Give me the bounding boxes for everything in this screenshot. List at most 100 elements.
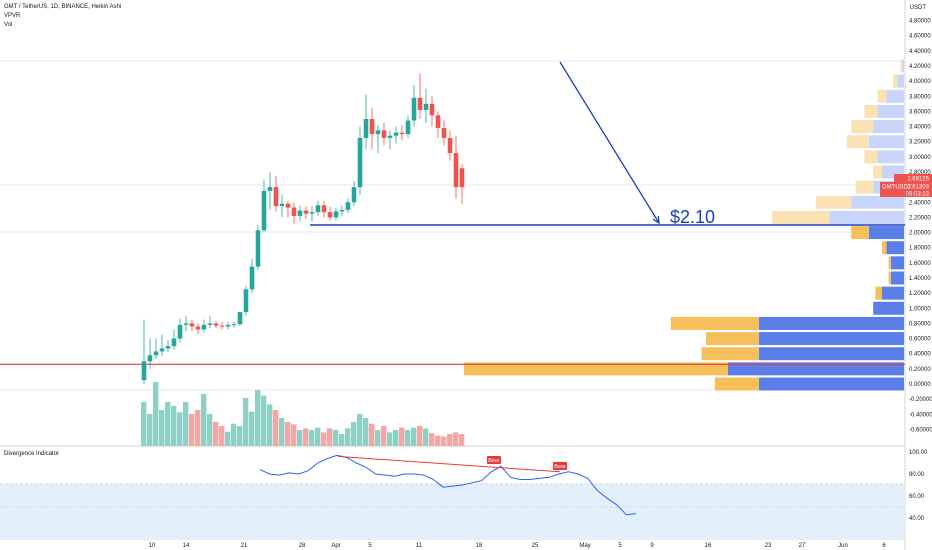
vp-buy-bar (868, 135, 904, 149)
volume-bar (405, 430, 411, 446)
vp-sell-bar (893, 74, 898, 88)
time-axis-label: 11 (416, 543, 423, 549)
volume-bar (363, 418, 369, 446)
vp-sell-bar (882, 241, 887, 255)
vp-buy-bar (758, 347, 904, 361)
symbol-line[interactable]: GMT / TetherUS, 1D, BINANCE, Heikin Ashi (4, 4, 122, 10)
candle-body (147, 355, 153, 362)
target-price-label[interactable]: $2.10 (670, 207, 715, 227)
vp-sell-bar (855, 180, 874, 194)
trend-line[interactable] (559, 61, 660, 224)
candle-body (273, 187, 279, 207)
volume-bar (381, 426, 387, 446)
volume-bar (411, 427, 417, 446)
candle-body (243, 289, 249, 313)
volume-bar (369, 423, 375, 446)
candle-body (339, 209, 345, 212)
time-axis-label: 9 (650, 543, 654, 549)
candle-body (357, 137, 363, 188)
time-axis-label: 6 (882, 543, 886, 549)
candle-body (231, 324, 237, 326)
grid-lines (0, 0, 906, 550)
time-axis-label: 18 (476, 543, 483, 549)
candle-body (261, 190, 267, 231)
vp-buy-bar (728, 362, 904, 376)
vp-sell-bar (706, 332, 759, 346)
vp-buy-bar (758, 377, 904, 391)
volume-bar (333, 430, 339, 446)
volume-bar (201, 394, 207, 446)
symbol-legend[interactable]: GMT / TetherUS, 1D, BINANCE, Heikin Ashi… (4, 3, 121, 30)
time-axis-label: Jun (838, 543, 848, 549)
vp-buy-bar (877, 150, 904, 164)
volume-bar (243, 398, 249, 446)
price-axis-label: 3.80000 (909, 94, 931, 100)
price-axis-label: 1.80000 (909, 246, 931, 252)
volume-bar (441, 436, 447, 446)
candle-body (237, 312, 243, 325)
price-axis-label: 0.00000 (909, 382, 931, 388)
price-axis-label: 3.00000 (909, 155, 931, 161)
vp-sell-bar (701, 347, 759, 361)
candle-body (309, 212, 315, 214)
volume-bar (303, 428, 309, 446)
last-price-box (880, 182, 932, 197)
candle-body (411, 97, 417, 121)
volume-bar (249, 411, 255, 446)
volume-bar (207, 414, 213, 446)
vp-buy-bar (897, 74, 904, 88)
volume-bar (219, 426, 225, 446)
vp-sell-bar (900, 59, 903, 73)
volume-bar (453, 432, 459, 446)
candle-body (441, 128, 447, 138)
price-axis-label: 1.00000 (909, 306, 931, 312)
osc-axis-label: 100.00 (909, 450, 928, 456)
time-axis-label: 5 (368, 543, 372, 549)
candle-body (195, 326, 201, 330)
price-axis-label: 0.80000 (909, 321, 931, 327)
volume-bar (159, 410, 165, 446)
candle-body (447, 137, 453, 154)
volume-bar (297, 430, 303, 446)
candle-body (405, 120, 411, 135)
price-axis-label: 2.80000 (909, 170, 931, 176)
volume-bar (285, 422, 291, 446)
price-axis-label: -0.40000 (909, 412, 932, 418)
oscillator-title[interactable]: Divergence Indicator (4, 451, 60, 457)
vp-sell-bar (851, 120, 874, 134)
volume-bar (351, 422, 357, 446)
volume-bar (429, 433, 435, 446)
volume-bar (189, 414, 195, 446)
volume-bar (231, 423, 237, 446)
candle-body (225, 324, 231, 327)
vp-sell-bar (873, 165, 882, 179)
candle-body (291, 207, 297, 216)
price-axis-label: 3.60000 (909, 109, 931, 115)
price-axis-label: 1.20000 (909, 291, 931, 297)
bear-divergence-line[interactable] (337, 455, 561, 473)
indicator-vol[interactable]: Vol (4, 22, 13, 28)
price-axis-label: 1.60000 (909, 261, 931, 267)
volume-bar (267, 404, 273, 446)
vp-sell-bar (875, 286, 882, 300)
indicator-vpvr[interactable]: VPVR (4, 13, 21, 19)
time-axis-label: May (579, 543, 590, 549)
price-axis-label: -0.60000 (909, 427, 932, 433)
vp-sell-bar (464, 362, 728, 376)
vp-buy-bar (851, 195, 904, 209)
volume-bar (345, 428, 351, 446)
price-axis-label: 4.80000 (909, 19, 931, 25)
vp-sell-bar (888, 256, 891, 270)
osc-line[interactable] (259, 454, 637, 516)
candle-body (201, 324, 207, 330)
volume-bar (375, 430, 381, 446)
time-axis-label: 14 (183, 543, 190, 549)
candle-body (369, 119, 375, 135)
volume-bar (423, 428, 429, 446)
candle-body (345, 202, 351, 210)
bear-label-2: Bear (554, 464, 566, 470)
time-axis-label: 25 (532, 543, 539, 549)
candle-body (363, 119, 369, 138)
